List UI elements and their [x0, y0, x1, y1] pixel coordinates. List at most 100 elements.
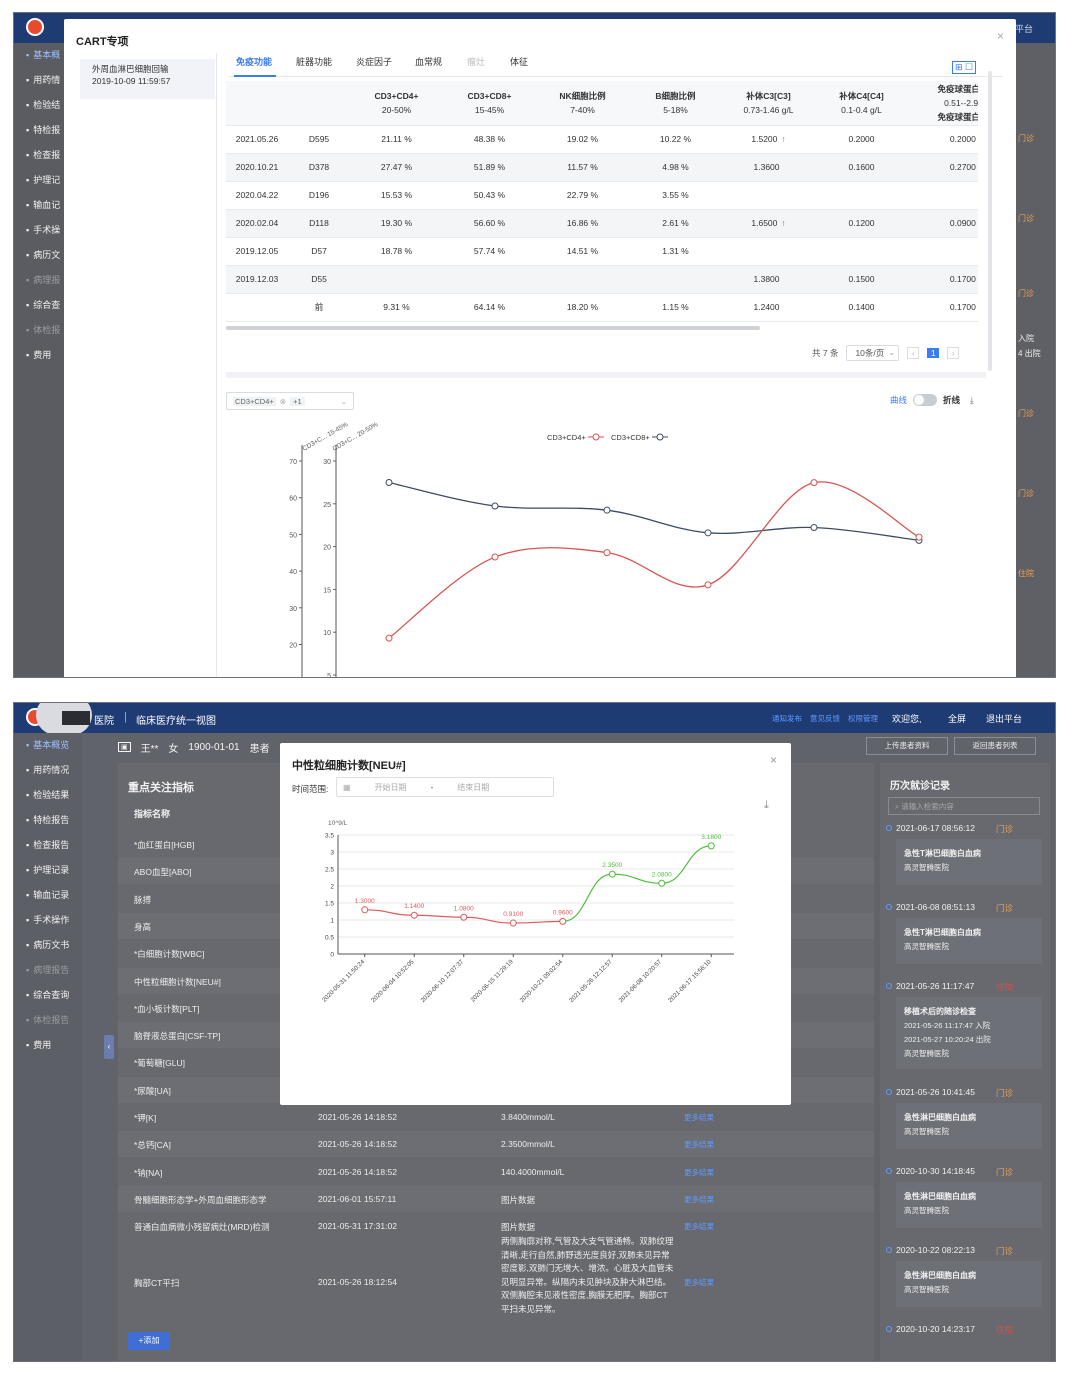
indicator-name[interactable]: *尿酸[UA]: [134, 1085, 171, 1096]
sidebar-item-9[interactable]: ▪ 病理报告: [14, 958, 82, 983]
data-point-cd8[interactable]: [491, 502, 499, 510]
top-link-1[interactable]: 意见反馈: [810, 714, 840, 723]
indicator-name[interactable]: *钾[K]: [134, 1113, 157, 1123]
sidebar-item-2[interactable]: ▪ 检验结: [14, 93, 82, 118]
visit-card[interactable]: 急性淋巴细胞白血病 高灵智腾医院: [896, 1261, 1042, 1307]
sidebar-item-0[interactable]: ▪ 基本概览: [14, 733, 82, 758]
data-point-cd8[interactable]: [603, 506, 611, 514]
close-icon[interactable]: ×: [769, 753, 777, 767]
chart-legend[interactable]: CD3+CD4+ CD3+CD8+: [547, 433, 668, 442]
data-point-cd8[interactable]: [810, 523, 818, 531]
record-item[interactable]: 外周血淋巴细胞回输 2019-10-09 11:59:57: [80, 59, 215, 99]
sidebar-item-11[interactable]: ▪ 体检报告: [14, 1008, 82, 1033]
visit-card[interactable]: 急性T淋巴细胞白血病 高灵智腾医院: [896, 918, 1042, 964]
data-point-cd8[interactable]: [704, 529, 712, 537]
data-point[interactable]: [509, 919, 517, 927]
sidebar-item-6[interactable]: ▪ 输血记录: [14, 883, 82, 908]
indicator-name[interactable]: *葡萄糖[GLU]: [134, 1058, 186, 1069]
more-results-link[interactable]: 更多结果: [684, 1167, 714, 1177]
tab-4[interactable]: 瘤灶: [467, 57, 486, 67]
indicator-name[interactable]: *钠[NA]: [134, 1167, 163, 1178]
download-icon[interactable]: ⤓: [764, 799, 769, 811]
sidebar-item-8[interactable]: ▪ 病历文书: [14, 933, 82, 958]
visit-card[interactable]: 急性T淋巴细胞白血病 高灵智腾医院: [896, 839, 1042, 885]
sidebar-item-4[interactable]: ▪ 检查报告: [14, 833, 82, 858]
visit-card[interactable]: 急性淋巴细胞白血病 高灵智腾医院: [896, 1182, 1042, 1228]
exit-button[interactable]: 退出平台: [986, 714, 1023, 724]
top-link-2[interactable]: 权限管理: [848, 714, 878, 723]
sidebar-item-1[interactable]: ▪ 用药情: [14, 68, 82, 93]
data-point-cd4[interactable]: [385, 634, 393, 642]
indicator-name[interactable]: 中性粒细胞计数[NEU#]: [134, 976, 221, 987]
curve-toggle[interactable]: 曲线 折线 ⤓: [890, 394, 974, 406]
date-range-picker[interactable]: ▦ 开始日期 - 结束日期: [336, 777, 554, 797]
top-link-0[interactable]: 通知发布: [772, 714, 802, 723]
indicator-name[interactable]: 身高: [134, 921, 152, 932]
indicator-name[interactable]: 脑脊液总蛋白[CSF-TP]: [134, 1031, 221, 1042]
page-size-select[interactable]: 10条/页 ⌄: [846, 345, 900, 361]
h-scrollbar[interactable]: [226, 326, 760, 330]
sidebar-item-1[interactable]: ▪ 用药情况: [14, 758, 82, 783]
download-icon[interactable]: ⤓: [970, 394, 974, 405]
sidebar-item-10[interactable]: ▪ 综合查询: [14, 983, 82, 1008]
sidebar-item-7[interactable]: ▪ 手术操作: [14, 908, 82, 933]
indicator-name[interactable]: 普通白血病微小残留病灶(MRD)检测: [134, 1222, 270, 1233]
sidebar-item-3[interactable]: ▪ 特检报告: [14, 808, 82, 833]
visit-card[interactable]: 急性淋巴细胞白血病 高灵智腾医院: [896, 1103, 1042, 1149]
sidebar-item-12[interactable]: ▪ 费用: [14, 343, 82, 368]
tab-3[interactable]: 血常规: [415, 57, 443, 67]
more-results-link[interactable]: 更多结果: [684, 1140, 714, 1150]
more-results-link[interactable]: 更多结果: [684, 1222, 714, 1232]
back-button[interactable]: 返回患者列表: [954, 737, 1036, 755]
collapse-handle[interactable]: ‹: [104, 1035, 114, 1059]
indicator-name[interactable]: *血红蛋白[HGB]: [134, 840, 195, 850]
add-button[interactable]: +添加: [128, 1332, 170, 1350]
fullscreen-button[interactable]: 全屏: [948, 714, 967, 724]
page-1-button[interactable]: 1: [927, 348, 940, 358]
tab-1[interactable]: 脏器功能: [296, 57, 333, 67]
data-point-cd4[interactable]: [491, 553, 499, 561]
sidebar-item-4[interactable]: ▪ 检查报: [14, 143, 82, 168]
data-point-cd4[interactable]: [810, 479, 818, 487]
sidebar-item-7[interactable]: ▪ 手术操: [14, 218, 82, 243]
data-point[interactable]: [460, 913, 468, 921]
indicator-name[interactable]: *总钙[CA]: [134, 1140, 171, 1151]
data-point[interactable]: [361, 906, 369, 914]
data-point-cd8[interactable]: [385, 479, 393, 487]
sidebar-item-12[interactable]: ▪ 费用: [14, 1033, 82, 1058]
data-point-cd4[interactable]: [603, 549, 611, 557]
indicator-name[interactable]: 骨髓细胞形态学+外周血细胞形态学: [134, 1194, 267, 1205]
upload-button[interactable]: 上传患者资料: [866, 737, 948, 755]
data-point[interactable]: [410, 911, 418, 919]
close-icon[interactable]: ×: [996, 29, 1004, 43]
data-point[interactable]: [658, 879, 666, 887]
sidebar-item-9[interactable]: ▪ 病理报: [14, 268, 82, 293]
indicator-name[interactable]: *血小板计数[PLT]: [134, 1003, 200, 1014]
data-point-cd4[interactable]: [704, 581, 712, 589]
tab-2[interactable]: 炎症因子: [356, 57, 393, 67]
visit-card[interactable]: 移植术后的随诊检查 2021-05-26 11:17:47 入院 2021-05-2…: [896, 997, 1042, 1069]
indicator-name[interactable]: ABO血型[ABO]: [134, 867, 192, 878]
indicator-name[interactable]: *白细胞计数[WBC]: [134, 949, 205, 960]
data-point[interactable]: [559, 917, 567, 925]
exit-link[interactable]: 出平台: [1005, 24, 1033, 34]
sidebar-item-6[interactable]: ▪ 输血记: [14, 193, 82, 218]
end-date-input[interactable]: 结束日期: [457, 782, 490, 792]
data-point[interactable]: [707, 842, 715, 850]
tab-0[interactable]: 免疫功能: [236, 57, 273, 67]
indicator-name[interactable]: 脉搏: [134, 894, 152, 905]
modal-scrollbar[interactable]: [988, 71, 992, 371]
sidebar-item-5[interactable]: ▪ 护理记录: [14, 858, 82, 883]
start-date-input[interactable]: 开始日期: [374, 782, 407, 792]
indicator-select[interactable]: CD3+CD4+ ⊗ +1 ⌄: [226, 392, 354, 410]
sidebar-item-5[interactable]: ▪ 护理记: [14, 168, 82, 193]
export-icon[interactable]: ⊞ ☐: [952, 61, 977, 74]
more-results-link[interactable]: 更多结果: [684, 1194, 714, 1204]
sidebar-item-3[interactable]: ▪ 特检报: [14, 118, 82, 143]
prev-page-button[interactable]: ‹: [907, 347, 920, 359]
tag-close-icon[interactable]: ⊗: [279, 396, 287, 406]
more-results-link[interactable]: 更多结果: [684, 1113, 714, 1122]
sidebar-item-2[interactable]: ▪ 检验结果: [14, 783, 82, 808]
sidebar-item-0[interactable]: ▪ 基本概: [14, 43, 82, 68]
ct-more-link[interactable]: 更多结果: [684, 1278, 714, 1287]
